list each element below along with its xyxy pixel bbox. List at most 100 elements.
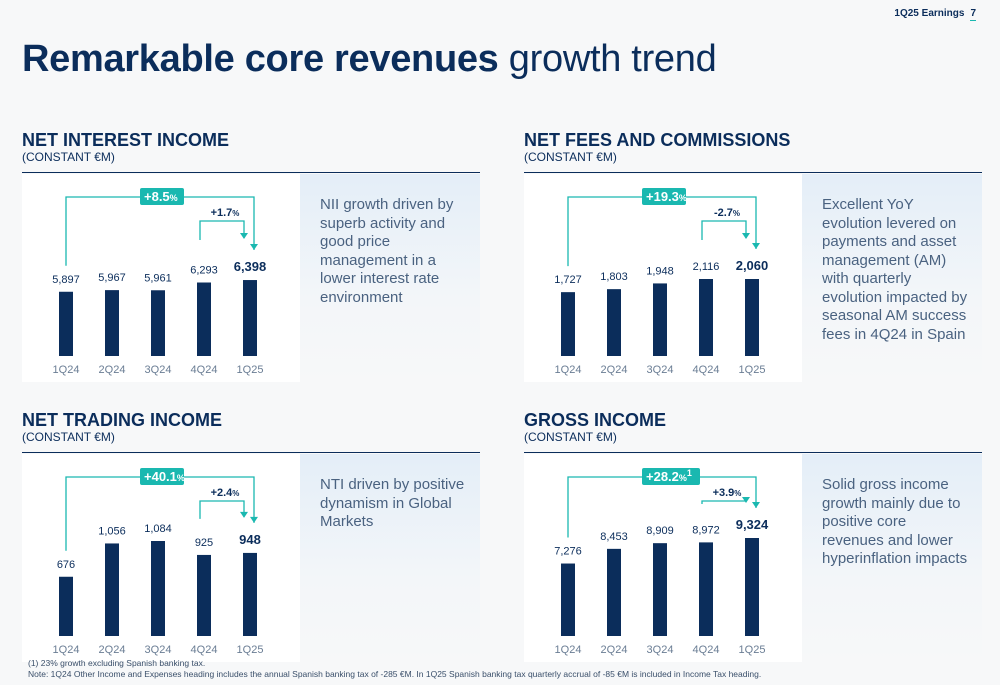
qoq-arrow-head [240, 233, 248, 239]
category-label-1Q24: 1Q24 [555, 644, 582, 656]
category-label-1Q25: 1Q25 [237, 364, 264, 376]
bar-3Q24 [151, 290, 165, 356]
fees-bar-chart: 1,727 1Q24 1,803 2Q24 1,948 3Q24 2,116 4Q24 2,06… [554, 188, 769, 376]
page-header: 1Q25 Earnings 7 [894, 8, 976, 21]
qoq-arrow-head [240, 511, 248, 518]
bar-2Q24 [607, 289, 621, 356]
yoy-badge [642, 468, 700, 485]
value-label-3Q24: 5,961 [144, 272, 172, 284]
qoq-bracket [701, 220, 747, 240]
panel-subtitle: (CONSTANT €M) [22, 430, 115, 444]
gross-income-panel: GROSS INCOME (CONSTANT €M) 7,276 1Q24 8,45… [524, 410, 982, 662]
yoy-arrow-head [752, 502, 760, 508]
yoy-arrow-head [250, 516, 258, 523]
category-label-3Q24: 3Q24 [145, 644, 172, 656]
net-trading-income-panel: NET TRADING INCOME (CONSTANT €M) 676 1Q24… [22, 410, 480, 662]
value-label-4Q24: 2,116 [693, 261, 720, 273]
commentary-box: NTI driven by positive dynamism in Globa… [300, 454, 480, 662]
category-label-4Q24: 4Q24 [693, 644, 720, 656]
gross-income-bar-chart: 7,276 1Q24 8,453 2Q24 8,909 3Q24 8,972 4Q24 9,32… [554, 468, 769, 656]
commentary-box: Excellent YoY evolution levered on payme… [802, 174, 982, 382]
category-label-2Q24: 2Q24 [601, 644, 628, 656]
qoq-arrow-head [742, 497, 750, 503]
bar-3Q24 [653, 543, 667, 636]
category-label-2Q24: 2Q24 [99, 644, 126, 656]
yoy-badge-label: +8.5% [144, 189, 178, 204]
value-label-3Q24: 1,948 [646, 265, 674, 277]
panel-description: NII growth driven by superb activity and… [320, 196, 454, 306]
qoq-label: +2.4% [211, 487, 240, 499]
yoy-badge [140, 188, 184, 205]
value-label-4Q24: 8,972 [692, 524, 720, 536]
qoq-bracket [199, 220, 245, 240]
bar-1Q24 [561, 563, 575, 636]
panel-divider [524, 452, 982, 453]
value-label-2Q24: 1,803 [600, 271, 628, 283]
category-label-2Q24: 2Q24 [99, 364, 126, 376]
page-title-normal: growth trend [508, 38, 717, 80]
panel-divider [22, 452, 480, 453]
bar-1Q25 [745, 279, 759, 356]
value-label-1Q24: 1,727 [554, 274, 582, 286]
panel-title: NET FEES AND COMMISSIONS [524, 130, 791, 150]
chart-area: 676 1Q24 1,056 2Q24 1,084 3Q24 925 4Q24 948 1Q25 +… [22, 454, 300, 662]
bar-1Q24 [561, 292, 575, 356]
qoq-label: -2.7% [714, 207, 740, 219]
category-label-1Q25: 1Q25 [237, 644, 264, 656]
footnote: (1) 23% growth excluding Spanish banking… [28, 658, 206, 668]
bar-3Q24 [653, 283, 667, 356]
bar-1Q25 [243, 280, 257, 356]
category-label-3Q24: 3Q24 [145, 364, 172, 376]
page-number: 7 [970, 8, 976, 21]
category-label-3Q24: 3Q24 [647, 364, 674, 376]
value-label-1Q25: 9,324 [736, 517, 769, 532]
page-title-bold: Remarkable core revenues [22, 38, 499, 80]
bar-1Q24 [59, 291, 73, 356]
panel-subtitle: (CONSTANT €M) [22, 150, 115, 164]
category-label-4Q24: 4Q24 [693, 364, 720, 376]
category-label-4Q24: 4Q24 [191, 644, 218, 656]
value-label-4Q24: 925 [195, 537, 213, 549]
category-label-2Q24: 2Q24 [601, 364, 628, 376]
category-label-3Q24: 3Q24 [647, 644, 674, 656]
nii-bar-chart: 5,897 1Q24 5,967 2Q24 5,961 3Q24 6,293 4Q24 6,39… [52, 188, 267, 376]
panel-description: Excellent YoY evolution levered on payme… [822, 196, 968, 343]
qoq-label: +3.9% [713, 487, 742, 499]
panel-title: NET INTEREST INCOME [22, 130, 230, 150]
nti-bar-chart: 676 1Q24 1,056 2Q24 1,084 3Q24 925 4Q24 948 1Q25 +… [53, 468, 264, 656]
yoy-badge-label: +40.1% [144, 469, 185, 484]
value-label-4Q24: 6,293 [190, 265, 218, 277]
yoy-badge-label: +19.3% [646, 189, 687, 204]
value-label-1Q24: 7,276 [554, 546, 582, 558]
panel-subtitle: (CONSTANT €M) [524, 150, 617, 164]
category-label-4Q24: 4Q24 [191, 364, 218, 376]
bar-2Q24 [105, 543, 119, 636]
panel-description: NTI driven by positive dynamism in Globa… [320, 476, 465, 530]
yoy-arrow-head [250, 244, 258, 251]
value-label-1Q24: 676 [57, 559, 75, 571]
bar-2Q24 [607, 548, 621, 636]
qoq-arrow-head [742, 233, 750, 239]
panel-divider [524, 172, 982, 173]
commentary-box: Solid gross income growth mainly due to … [802, 454, 982, 662]
commentary-box: NII growth driven by superb activity and… [300, 174, 480, 382]
value-label-1Q25: 2,060 [736, 258, 769, 273]
bar-1Q25 [745, 538, 759, 636]
bar-1Q25 [243, 552, 257, 636]
bar-2Q24 [105, 290, 119, 356]
panel-description: Solid gross income growth mainly due to … [822, 476, 968, 567]
value-label-1Q25: 6,398 [234, 259, 267, 274]
panel-title: NET TRADING INCOME [22, 410, 222, 430]
panel-divider [22, 172, 480, 173]
report-label: 1Q25 Earnings [894, 8, 965, 19]
chart-area: 5,897 1Q24 5,967 2Q24 5,961 3Q24 6,293 4Q24 6,39… [22, 174, 300, 382]
yoy-arrow-head [752, 243, 760, 249]
bar-4Q24 [699, 542, 713, 636]
value-label-3Q24: 8,909 [646, 525, 674, 537]
qoq-label: +1.7% [211, 207, 240, 219]
bar-1Q24 [59, 576, 73, 636]
chart-area: 7,276 1Q24 8,453 2Q24 8,909 3Q24 8,972 4Q24 9,32… [524, 454, 802, 662]
bar-4Q24 [197, 282, 211, 356]
value-label-2Q24: 5,967 [98, 272, 126, 284]
bar-4Q24 [699, 279, 713, 356]
